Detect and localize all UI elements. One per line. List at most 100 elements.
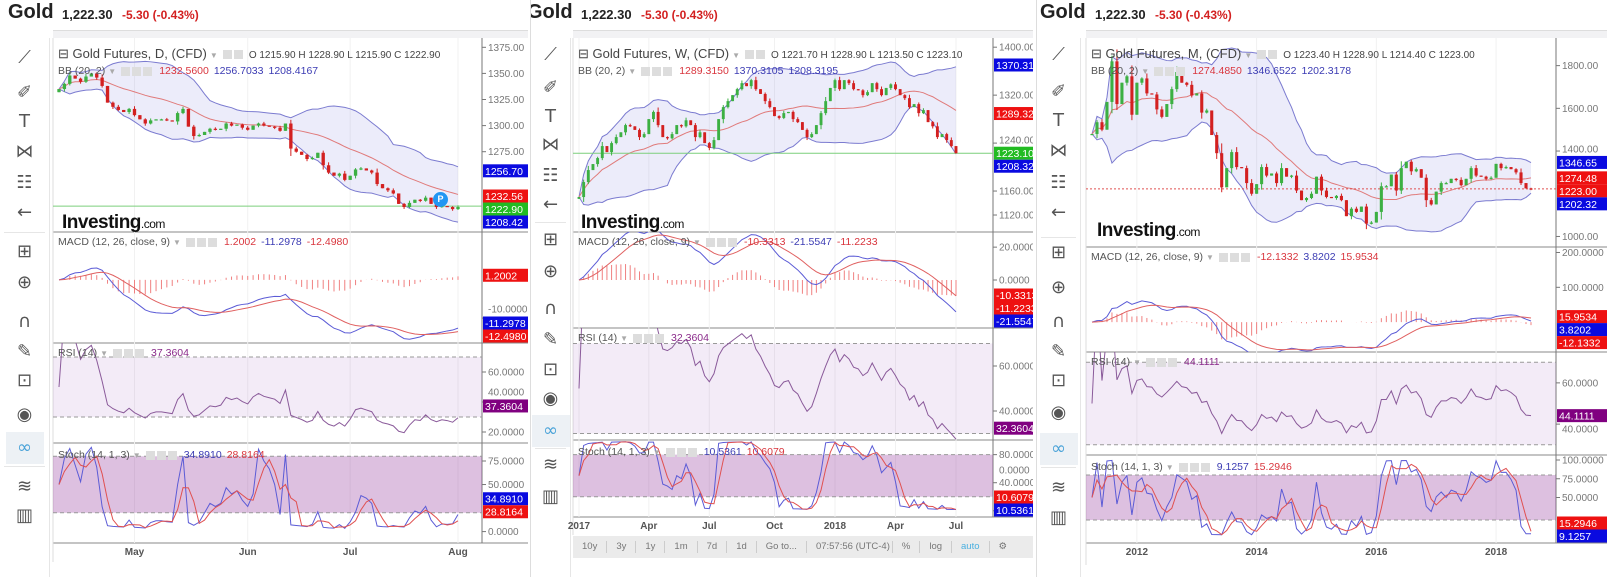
candle-down[interactable] (917, 104, 921, 114)
chart-title[interactable]: Gold Futures, W, (CFD) (592, 46, 730, 61)
candle-down[interactable] (95, 73, 99, 78)
candle-down[interactable] (445, 205, 449, 208)
candle-up[interactable] (283, 123, 288, 131)
candle-up[interactable] (1444, 183, 1448, 185)
goto-date-button[interactable]: Go to... (757, 541, 807, 553)
candle-up[interactable] (735, 89, 739, 96)
candle-up[interactable] (1225, 168, 1229, 188)
collapse-icon[interactable]: ⊟ (1091, 46, 1102, 61)
candle-up[interactable] (652, 111, 655, 120)
trend-line-icon[interactable]: ⟋ (544, 44, 557, 65)
candle-up[interactable] (1280, 168, 1284, 184)
candle-up[interactable] (1374, 211, 1378, 223)
visibility-toggle-icon[interactable] (665, 447, 675, 457)
fib-icon[interactable]: ☷ (16, 172, 33, 193)
candle-up[interactable] (819, 113, 823, 126)
range-7d-button[interactable]: 7d (698, 541, 728, 553)
remove-icon[interactable] (143, 66, 153, 76)
unlock-icon[interactable]: ⊡ (1050, 370, 1067, 391)
visibility-toggle-icon[interactable] (113, 348, 123, 358)
back-arrow-icon[interactable]: ← (542, 194, 559, 215)
chevron-down-icon[interactable]: ▼ (620, 334, 629, 343)
candle-down[interactable] (1145, 78, 1149, 94)
candle-up[interactable] (202, 131, 207, 135)
candle-up[interactable] (712, 140, 716, 148)
candle-down[interactable] (1294, 175, 1299, 191)
candle-up[interactable] (1389, 174, 1393, 187)
remove-icon[interactable] (1176, 66, 1186, 76)
visibility-toggle-icon[interactable] (1178, 462, 1188, 472)
candle-up[interactable] (726, 101, 730, 108)
candle-up[interactable] (337, 173, 342, 176)
chevron-down-icon[interactable]: ▼ (209, 51, 218, 60)
candle-down[interactable] (299, 151, 304, 155)
candle-down[interactable] (1514, 169, 1518, 173)
candle-down[interactable] (450, 207, 455, 210)
pattern-icon[interactable]: ⋈ (15, 141, 34, 162)
settings-icon[interactable] (1189, 462, 1199, 472)
candle-up[interactable] (84, 76, 88, 82)
candle-up[interactable] (224, 123, 228, 129)
candle-down[interactable] (638, 129, 641, 138)
trash-icon[interactable]: ▥ (541, 486, 559, 507)
candle-down[interactable] (1285, 168, 1289, 177)
candle-up[interactable] (582, 182, 586, 198)
candle-up[interactable] (353, 169, 358, 176)
visibility-toggle-icon[interactable] (1146, 357, 1156, 367)
pattern-icon[interactable]: ⋈ (541, 134, 560, 155)
candle-up[interactable] (1314, 176, 1319, 194)
candle-down[interactable] (949, 140, 953, 147)
candle-up[interactable] (614, 137, 618, 144)
rsi-pane[interactable] (573, 276, 993, 440)
chevron-down-icon[interactable]: ▼ (1206, 253, 1214, 262)
candle-down[interactable] (1319, 176, 1324, 191)
candle-down[interactable] (397, 193, 401, 204)
settings-icon[interactable] (644, 333, 654, 343)
candle-down[interactable] (665, 137, 669, 139)
candle-down[interactable] (143, 119, 147, 124)
candle-up[interactable] (1170, 89, 1174, 105)
candle-down[interactable] (364, 168, 369, 171)
candle-up[interactable] (731, 95, 735, 102)
candle-down[interactable] (1100, 122, 1104, 130)
candle-down[interactable] (628, 125, 632, 127)
candle-up[interactable] (591, 164, 595, 171)
fib-icon[interactable]: ☷ (1050, 172, 1067, 193)
chevron-down-icon[interactable]: ▼ (628, 67, 637, 76)
candle-down[interactable] (111, 102, 115, 107)
candle-up[interactable] (842, 80, 846, 90)
range-10y-button[interactable]: 10y (573, 541, 608, 553)
candle-down[interactable] (105, 85, 110, 103)
measure-icon[interactable]: ⊞ (542, 229, 559, 250)
link-icon[interactable]: ∞ (1039, 433, 1078, 465)
candle-down[interactable] (805, 129, 809, 138)
stoch-pane[interactable] (1086, 459, 1556, 536)
candle-down[interactable] (796, 119, 800, 123)
settings-icon[interactable] (1157, 357, 1167, 367)
candle-down[interactable] (1115, 61, 1119, 105)
chevron-down-icon[interactable]: ▼ (652, 448, 661, 457)
candle-down[interactable] (1364, 206, 1368, 224)
lock-drawings-icon[interactable]: ✎ (16, 341, 33, 362)
candle-down[interactable] (1329, 196, 1334, 199)
candle-down[interactable] (931, 122, 935, 127)
candle-down[interactable] (1339, 195, 1343, 201)
collapse-icon[interactable]: ⊟ (578, 46, 589, 61)
candle-down[interactable] (759, 89, 762, 94)
candle-up[interactable] (1140, 78, 1144, 83)
candle-up[interactable] (1304, 198, 1309, 201)
candle-down[interactable] (847, 80, 851, 84)
main-pane[interactable] (1086, 47, 1556, 233)
candle-up[interactable] (1449, 178, 1453, 184)
candle-up[interactable] (57, 89, 61, 93)
stoch-label[interactable]: Stoch (14, 1, 3) (578, 446, 650, 458)
candle-down[interactable] (1394, 174, 1398, 191)
settings-icon[interactable] (1229, 252, 1239, 262)
candle-down[interactable] (1419, 169, 1423, 178)
chevron-down-icon[interactable]: ▼ (1133, 358, 1142, 367)
candle-down[interactable] (1185, 82, 1189, 85)
brush-icon[interactable]: ✐ (16, 82, 33, 103)
candle-down[interactable] (273, 126, 277, 128)
remove-icon[interactable] (727, 237, 737, 247)
candle-down[interactable] (1130, 76, 1134, 115)
